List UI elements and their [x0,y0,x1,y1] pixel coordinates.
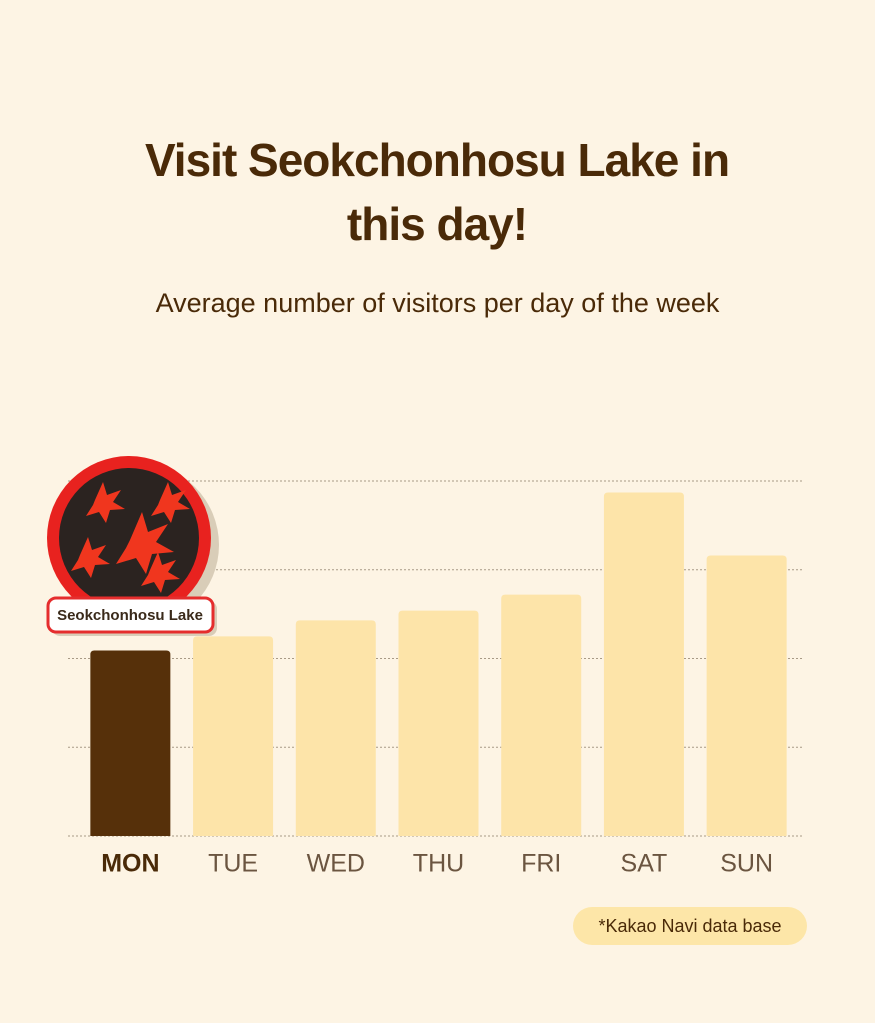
x-tick-label: WED [307,850,365,878]
x-tick-label: THU [413,850,464,878]
photo-badge: Seokchonhosu Lake [46,456,219,636]
subtitle: Average number of visitors per day of th… [155,288,720,318]
bar [501,594,582,836]
bars [90,492,787,836]
note-pill [573,907,807,945]
x-tick-label: FRI [521,850,561,878]
photo [59,468,199,608]
bar [90,650,171,836]
bar [603,492,684,836]
x-tick-label: TUE [208,850,258,878]
bar [295,620,376,836]
bar [193,636,274,836]
bar [706,555,787,836]
x-tick-label: MON [101,850,159,878]
bar [398,610,479,836]
badge-label: Seokchonhosu Lake [57,607,203,624]
note: *Kakao Navi data base [598,916,781,936]
leaves [71,482,190,593]
x-tick-label: SUN [720,850,773,878]
title: Visit Seokchonhosu Lake in this day! [144,134,730,250]
x-tick-label: SAT [621,850,668,878]
badge [46,596,215,634]
